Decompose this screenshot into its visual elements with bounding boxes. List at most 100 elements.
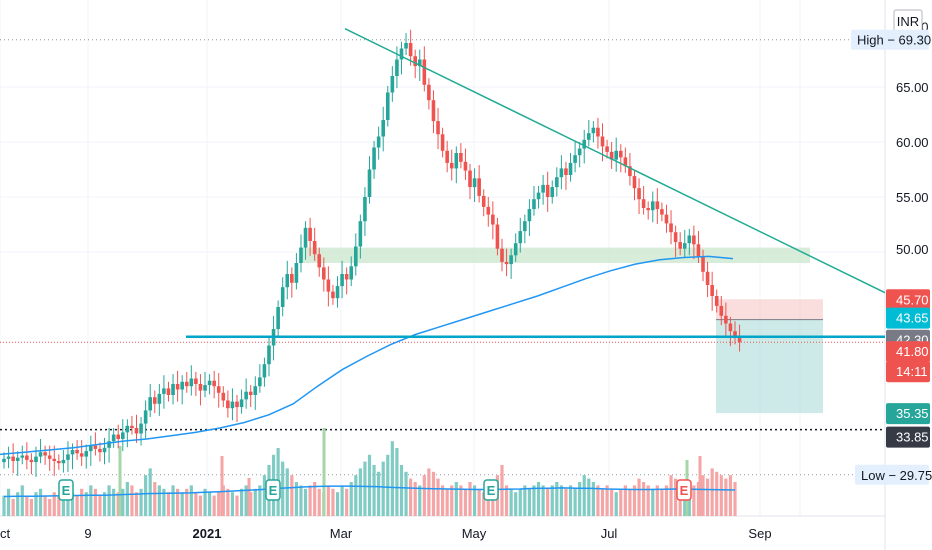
volume-bar bbox=[573, 488, 577, 516]
candle-body bbox=[459, 153, 463, 162]
candle-body bbox=[294, 263, 299, 283]
candle-body bbox=[449, 162, 454, 169]
volume-bar bbox=[692, 485, 696, 516]
volume-bar bbox=[386, 454, 390, 516]
candle-body bbox=[57, 461, 61, 464]
volume-bar bbox=[189, 485, 193, 516]
candle-body bbox=[276, 307, 280, 329]
volume-bar bbox=[500, 465, 504, 516]
candle-body bbox=[609, 151, 614, 160]
volume-bar bbox=[422, 475, 426, 516]
candle-body bbox=[481, 195, 486, 207]
candle-body bbox=[111, 434, 116, 442]
candle-body bbox=[669, 223, 673, 233]
volume-bar bbox=[180, 492, 184, 516]
candle-body bbox=[518, 231, 523, 244]
volume-bar bbox=[331, 488, 335, 516]
stop-price-label: 35.35 bbox=[896, 406, 929, 421]
volume-bar bbox=[587, 478, 591, 516]
volume-bar bbox=[112, 488, 116, 516]
candle-body bbox=[436, 121, 440, 135]
descending-trendline[interactable] bbox=[344, 28, 886, 294]
candle-body bbox=[536, 192, 541, 200]
volume-bar bbox=[600, 488, 605, 516]
demand-zone bbox=[300, 247, 810, 263]
volume-bar bbox=[313, 482, 317, 516]
candle-body bbox=[600, 136, 605, 147]
volume-bar bbox=[25, 495, 29, 516]
candle-body bbox=[523, 221, 527, 232]
candle-body bbox=[618, 150, 623, 158]
volume-bar bbox=[294, 482, 298, 516]
candle-body bbox=[303, 227, 308, 248]
candle-body bbox=[143, 410, 148, 424]
volume-bar bbox=[16, 492, 20, 516]
earnings-marker-0[interactable] bbox=[58, 479, 74, 501]
candle-body bbox=[66, 454, 70, 460]
candle-body bbox=[166, 388, 171, 395]
candle-body bbox=[577, 148, 582, 156]
candle-body bbox=[116, 434, 121, 439]
low-label: Low − 29.75 bbox=[861, 468, 932, 483]
volume-bar bbox=[459, 485, 463, 516]
candle-body bbox=[696, 244, 701, 257]
volume-bar bbox=[614, 492, 618, 516]
time-tick-label: ct bbox=[0, 526, 11, 541]
candle-body bbox=[413, 56, 417, 67]
volume-bar bbox=[38, 488, 43, 516]
earnings-marker-1[interactable] bbox=[265, 479, 281, 501]
candle-body bbox=[6, 456, 11, 459]
candle-body bbox=[605, 146, 609, 152]
volume-bar bbox=[43, 495, 47, 516]
volume-bar bbox=[326, 485, 330, 516]
volume-bar bbox=[550, 485, 554, 516]
volume-bar bbox=[404, 471, 408, 516]
candle-body bbox=[331, 291, 335, 299]
volume-bar bbox=[637, 478, 641, 516]
candle-body bbox=[344, 274, 349, 280]
volume-bar bbox=[285, 468, 289, 516]
volume-bar bbox=[340, 485, 344, 516]
candle-body bbox=[38, 452, 43, 457]
volume-bar bbox=[144, 475, 148, 516]
volume-bar bbox=[377, 471, 381, 516]
volume-bar bbox=[317, 488, 321, 516]
volume-bar bbox=[148, 468, 152, 516]
candle-body bbox=[358, 221, 363, 247]
volume-bar bbox=[194, 492, 198, 516]
candle-body bbox=[70, 450, 75, 455]
earnings-marker-upcoming[interactable] bbox=[676, 479, 692, 501]
candle-body bbox=[650, 201, 655, 211]
candle-body bbox=[15, 457, 20, 461]
candle-body bbox=[52, 458, 57, 461]
candle-body bbox=[737, 337, 742, 343]
earnings-marker-2[interactable] bbox=[483, 479, 499, 501]
volume-bar bbox=[308, 485, 312, 516]
candle-body bbox=[203, 385, 207, 391]
candle-body bbox=[194, 378, 198, 384]
volume-bar bbox=[207, 492, 212, 516]
candle-body bbox=[230, 401, 235, 409]
volume-bar bbox=[166, 492, 171, 516]
candle-body bbox=[404, 43, 408, 49]
volume-bar bbox=[413, 482, 417, 516]
volume-bar bbox=[29, 499, 34, 516]
reward-zone bbox=[716, 319, 823, 414]
candle-body bbox=[678, 242, 682, 249]
volume-bar bbox=[568, 485, 573, 516]
volume-bar bbox=[354, 475, 358, 516]
volume-bar bbox=[664, 485, 669, 516]
volume-bar bbox=[116, 492, 120, 516]
volume-bar bbox=[6, 488, 11, 516]
candle-body bbox=[445, 150, 449, 163]
volume-bar bbox=[303, 488, 308, 516]
candle-body bbox=[513, 243, 518, 256]
candle-body bbox=[280, 287, 285, 307]
candle-body bbox=[180, 381, 184, 390]
high-label: High − 69.30 bbox=[857, 33, 931, 48]
volume-bar bbox=[372, 465, 376, 516]
volume-bar bbox=[399, 465, 404, 516]
volume-bar bbox=[536, 482, 541, 516]
